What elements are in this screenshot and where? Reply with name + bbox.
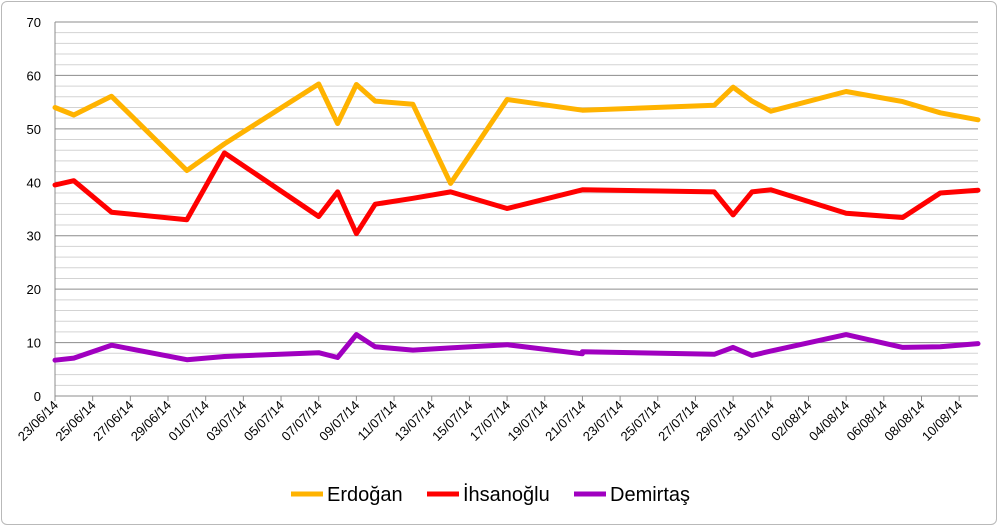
- legend-label-1: İhsanoğlu: [463, 483, 550, 506]
- x-tick-label: 27/06/14: [90, 398, 136, 444]
- x-tick-label: 21/07/14: [542, 398, 588, 444]
- legend-label-0: Erdoğan: [327, 484, 403, 506]
- legend: Erdoğan İhsanoğlu Demirtaş: [291, 483, 690, 506]
- series-line-0: [52, 81, 981, 186]
- x-tick-label: 06/08/14: [844, 398, 890, 444]
- legend-label-2: Demirtaş: [610, 484, 690, 506]
- x-tick-label: 23/06/14: [15, 398, 61, 444]
- x-tick-label: 15/07/14: [429, 398, 475, 444]
- x-tick-label: 07/07/14: [278, 398, 324, 444]
- x-tick-label: 01/07/14: [165, 398, 211, 444]
- series-line-2: [52, 332, 981, 363]
- series-lines: [52, 81, 981, 363]
- x-tick-label: 23/07/14: [580, 398, 626, 444]
- x-tick-label: 09/07/14: [316, 398, 362, 444]
- y-tick-label: 40: [27, 175, 41, 190]
- y-axis-ticks: 0 10 20 30 40 50 60 70: [27, 15, 41, 404]
- y-tick-label: 10: [27, 336, 41, 351]
- y-tick-label: 70: [27, 15, 41, 30]
- x-tick-label: 13/07/14: [391, 398, 437, 444]
- series-line-1: [52, 150, 981, 237]
- y-tick-label: 30: [27, 229, 41, 244]
- y-tick-label: 0: [34, 389, 41, 404]
- x-tick-label: 17/07/14: [467, 398, 513, 444]
- x-tick-label: 19/07/14: [504, 398, 550, 444]
- x-tick-label: 05/07/14: [241, 398, 287, 444]
- y-tick-label: 20: [27, 282, 41, 297]
- x-tick-label: 31/07/14: [731, 398, 777, 444]
- x-tick-label: 10/08/14: [919, 398, 965, 444]
- x-tick-label: 08/08/14: [881, 398, 927, 444]
- x-tick-label: 03/07/14: [203, 398, 249, 444]
- x-axis-ticks: 23/06/1425/06/1427/06/1429/06/1401/07/14…: [15, 396, 965, 444]
- y-tick-label: 50: [27, 122, 41, 137]
- x-tick-label: 25/06/14: [52, 398, 98, 444]
- y-tick-label: 60: [27, 68, 41, 83]
- x-tick-label: 04/08/14: [806, 398, 852, 444]
- x-tick-label: 29/06/14: [128, 398, 174, 444]
- x-tick-label: 27/07/14: [655, 398, 701, 444]
- x-tick-label: 02/08/14: [768, 398, 814, 444]
- x-tick-label: 29/07/14: [693, 398, 739, 444]
- x-tick-label: 25/07/14: [618, 398, 664, 444]
